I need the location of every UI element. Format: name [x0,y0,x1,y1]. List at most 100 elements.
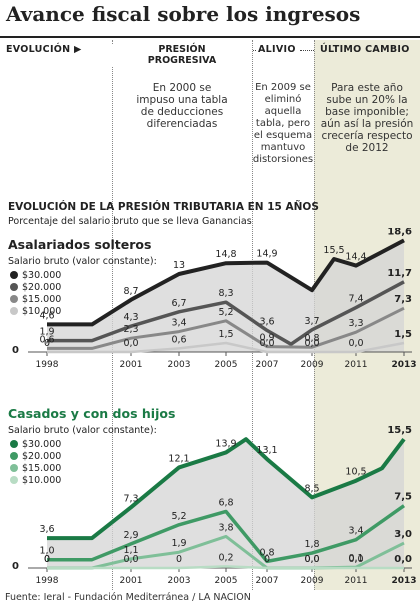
data-label: 8,7 [123,286,138,297]
x-tick-label: 2009 [301,576,324,586]
data-label: 12,1 [168,453,189,464]
chart-title: Asalariados solteros [8,237,151,252]
x-tick-label: 2001 [120,576,143,586]
data-label: 0,0 [259,338,274,349]
data-label: 1,8 [304,539,319,550]
title-rule [0,36,420,38]
data-label: 13,1 [256,445,277,456]
chart-casados: Casados y con dos hijos 0 1998 2001 2003 2005… [8,406,417,586]
data-label: 0,0 [348,338,363,349]
data-label: 13,9 [215,438,236,449]
chart-title: Casados y con dos hijos [8,406,175,421]
data-label: 1,1 [123,545,138,556]
legend-label: $20.000 [22,451,61,462]
data-label: 3,6 [259,316,274,327]
data-label: 0,8 [304,333,319,344]
legend-swatch [10,295,18,303]
data-label: 13 [173,260,185,271]
section-subtitle: Porcentaje del salario bruto que se llev… [8,216,252,227]
x-tick-label: 2009 [301,360,324,370]
series-line-3 [47,565,404,570]
note-2009: En 2009 se eliminó aquella tabla, pero e… [252,82,314,165]
legend-label: $10.000 [22,475,61,486]
data-label: 2,9 [123,530,138,541]
x-tick-label: 2001 [120,360,143,370]
y-axis-zero-label: 0 [12,561,19,572]
data-label: 8,3 [218,288,233,299]
data-label: 0 [44,554,50,565]
area-fill [47,439,404,568]
data-label: 0 [264,554,270,565]
data-label: 3,6 [39,524,54,535]
data-label: 6,8 [218,497,233,508]
data-label: 0 [176,554,182,565]
data-label: 3,7 [304,316,319,327]
x-tick-label: 2007 [256,360,279,370]
series-line-0 [47,238,405,327]
data-label: 3,4 [171,318,186,329]
data-label: 0,9 [259,333,274,344]
legend-swatch [10,307,18,315]
x-tick-label: 1998 [36,360,59,370]
data-label: 0,8 [259,547,274,558]
legend-swatch [10,440,18,448]
legend-swatch [10,464,18,472]
x-tick-label: 2005 [215,360,238,370]
data-label: 14,4 [345,252,366,263]
data-label: 2,3 [123,324,138,335]
data-label: 0,6 [39,334,54,345]
legend-swatch [10,271,18,279]
data-label: 1,9 [171,538,186,549]
legend-label: $10.000 [22,306,61,317]
data-label: 0,1 [348,553,363,564]
series-line-2 [47,306,405,350]
note-2013: Para este año sube un 20% la base imponi… [320,82,414,154]
data-label: 1,0 [39,546,54,557]
data-label: 3,0 [394,529,412,540]
x-tick-label: 2003 [168,576,191,586]
x-tick-label: 2011 [345,576,368,586]
data-label: 0,0 [304,338,319,349]
header-presion-progresiva: PRESIÓN PROGRESIVA [112,44,252,66]
legend-swatch [10,452,18,460]
data-label: 15,5 [323,245,344,256]
x-tick-label: 2007 [256,576,279,586]
header-alivio: ALIVIO [258,44,296,55]
data-label: 0 [44,554,50,565]
chart-solteros: Asalariados solteros 0 1998 2001 2003 2005 200… [8,228,417,370]
data-label: 8,5 [304,483,319,494]
series-line-1 [47,280,405,346]
data-label: 11,7 [387,268,412,279]
data-label: 3,4 [348,526,363,537]
data-label: 5,2 [171,511,186,522]
legend-label: $15.000 [22,463,61,474]
series-line-1 [47,504,406,564]
data-label: 7,3 [123,493,138,504]
legend-label: $30.000 [22,439,61,450]
data-label: 5,2 [218,307,233,318]
data-label: 0 [44,338,50,349]
data-label: 0,6 [171,334,186,345]
legend-title: Salario bruto (valor constante): [8,425,157,436]
data-label: 0,0 [304,554,319,565]
source-footer: Fuente: Ieral - Fundación Mediterránea /… [5,592,251,603]
data-label: 7,5 [394,492,412,503]
x-tick-label: 1998 [36,576,59,586]
data-label: 1,5 [218,329,233,340]
data-label: 3,3 [348,318,363,329]
data-label: 4,3 [123,312,138,323]
legend-label: $15.000 [22,294,61,305]
header-evolucion: EVOLUCIÓN ▶ [6,44,82,55]
series-line-3 [47,341,405,354]
data-label: 4,6 [39,310,54,321]
data-label: 0,2 [218,552,233,563]
x-tick-label: 2013 [391,576,416,586]
legend-label: $30.000 [22,270,61,281]
data-label: 0,0 [123,554,138,565]
data-label: 1,5 [394,329,412,340]
header-ultimo-cambio: ÚLTIMO CAMBIO [320,44,410,55]
data-label: 0,0 [348,554,363,565]
y-axis-zero-label: 0 [12,345,19,356]
note-2000: En 2000 se impuso una tabla de deduccion… [136,82,228,130]
section-title: EVOLUCIÓN DE LA PRESIÓN TRIBUTARIA EN 15… [8,201,319,213]
